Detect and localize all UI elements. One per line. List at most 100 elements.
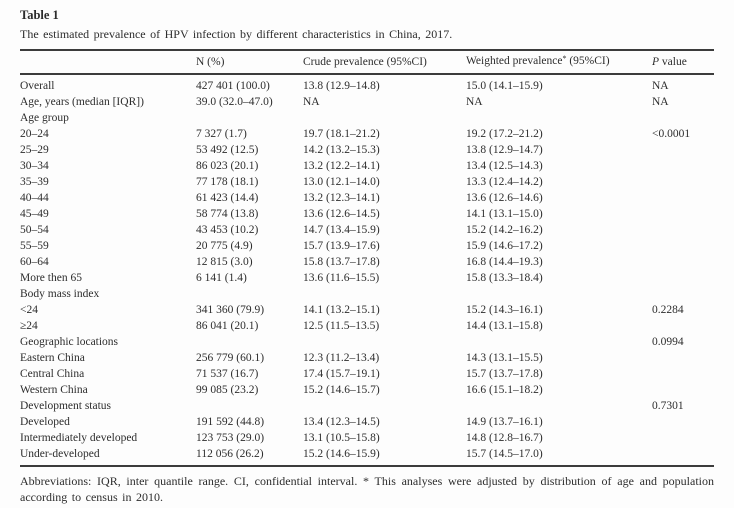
cell-n: 43 453 (10.2) [196, 224, 259, 236]
table-row: <24 341 360 (79.9) 14.1 (13.2–15.1) 15.2… [20, 302, 714, 318]
cell-n: 58 774 (13.8) [196, 208, 259, 220]
cell-p-value: 0.7301 [652, 400, 684, 412]
cell-weighted-prevalence: 13.4 (12.5–14.3) [466, 160, 543, 172]
cell-p-value: NA [652, 96, 669, 108]
cell-p-value [652, 142, 714, 158]
cell-p-value [652, 206, 714, 222]
cell-weighted-prevalence: 15.0 (14.1–15.9) [466, 80, 543, 92]
cell-p-value: 0.2284 [652, 304, 684, 316]
column-header-weighted: Weighted prevalence* (95%CI) [466, 50, 652, 75]
cell-crude-prevalence: 14.1 (13.2–15.1) [303, 304, 380, 316]
cell-n: 77 178 (18.1) [196, 176, 259, 188]
cell-crude-prevalence [303, 110, 466, 126]
table-row: 35–39 77 178 (18.1) 13.0 (12.1–14.0) 13.… [20, 174, 714, 190]
cell-n: 39.0 (32.0–47.0) [196, 96, 273, 108]
table-row: Development status 0.7301 [20, 398, 714, 414]
table-row: Eastern China 256 779 (60.1) 12.3 (11.2–… [20, 350, 714, 366]
cell-crude-prevalence: 13.2 (12.3–14.1) [303, 192, 380, 204]
cell-crude-prevalence [303, 398, 466, 414]
cell-p-value [652, 318, 714, 334]
cell-weighted-prevalence: 19.2 (17.2–21.2) [466, 128, 543, 140]
cell-p-value [652, 350, 714, 366]
cell-p-value [652, 366, 714, 382]
cell-n: 99 085 (23.2) [196, 384, 259, 396]
cell-label: Central China [20, 368, 85, 380]
table-row: Geographic locations 0.0994 [20, 334, 714, 350]
cell-weighted-prevalence: 16.8 (14.4–19.3) [466, 256, 543, 268]
cell-weighted-prevalence: 13.8 (12.9–14.7) [466, 144, 543, 156]
cell-n: 6 141 (1.4) [196, 272, 247, 284]
cell-label: More then 65 [20, 272, 82, 284]
footnote-asterisk: * [562, 53, 567, 63]
header-row: N (%) Crude prevalence (95%CI) Weighted … [20, 50, 714, 75]
cell-label: Intermediately developed [20, 432, 138, 444]
cell-p-value: 0.0994 [652, 336, 684, 348]
cell-n [196, 286, 303, 302]
cell-crude-prevalence: 15.2 (14.6–15.7) [303, 384, 380, 396]
cell-crude-prevalence: 13.0 (12.1–14.0) [303, 176, 380, 188]
cell-p-value [652, 382, 714, 398]
cell-p-value [652, 286, 714, 302]
cell-crude-prevalence: 15.8 (13.7–17.8) [303, 256, 380, 268]
table-row: Overall 427 401 (100.0) 13.8 (12.9–14.8)… [20, 74, 714, 94]
table-row: 60–64 12 815 (3.0) 15.8 (13.7–17.8) 16.8… [20, 254, 714, 270]
column-header-n: N (%) [196, 50, 303, 75]
cell-crude-prevalence: 17.4 (15.7–19.1) [303, 368, 380, 380]
cell-n: 86 023 (20.1) [196, 160, 259, 172]
cell-label: Under-developed [20, 448, 100, 460]
cell-p-value [652, 430, 714, 446]
cell-p-value [652, 446, 714, 466]
table-body: Overall 427 401 (100.0) 13.8 (12.9–14.8)… [20, 74, 714, 466]
cell-label: 35–39 [20, 176, 49, 188]
table-caption: The estimated prevalence of HPV infectio… [20, 27, 453, 41]
cell-crude-prevalence: 13.1 (10.5–15.8) [303, 432, 380, 444]
cell-crude-prevalence: 13.8 (12.9–14.8) [303, 80, 380, 92]
cell-label: ≥24 [20, 320, 38, 332]
cell-p-value: NA [652, 80, 669, 92]
cell-n [196, 110, 303, 126]
cell-n: 20 775 (4.9) [196, 240, 253, 252]
cell-p-value [652, 270, 714, 286]
table-row: 45–49 58 774 (13.8) 13.6 (12.6–14.5) 14.… [20, 206, 714, 222]
cell-crude-prevalence: 13.4 (12.3–14.5) [303, 416, 380, 428]
table-footnote: Abbreviations: IQR, inter quantile range… [20, 474, 714, 504]
cell-weighted-prevalence: NA [466, 96, 483, 108]
cell-n: 123 753 (29.0) [196, 432, 265, 444]
table-label: Table 1 [20, 8, 59, 22]
cell-crude-prevalence: 13.6 (12.6–14.5) [303, 208, 380, 220]
cell-crude-prevalence: 13.6 (11.6–15.5) [303, 272, 380, 284]
cell-weighted-prevalence: 14.4 (13.1–15.8) [466, 320, 543, 332]
table-row: Western China 99 085 (23.2) 15.2 (14.6–1… [20, 382, 714, 398]
cell-n: 256 779 (60.1) [196, 352, 265, 364]
table-row: 30–34 86 023 (20.1) 13.2 (12.2–14.1) 13.… [20, 158, 714, 174]
cell-weighted-prevalence [466, 110, 652, 126]
cell-weighted-prevalence: 15.7 (14.5–17.0) [466, 448, 543, 460]
cell-p-value [652, 254, 714, 270]
cell-label: 50–54 [20, 224, 49, 236]
cell-weighted-prevalence: 14.1 (13.1–15.0) [466, 208, 543, 220]
cell-n [196, 334, 303, 350]
cell-weighted-prevalence: 15.7 (13.7–17.8) [466, 368, 543, 380]
table-row: 50–54 43 453 (10.2) 14.7 (13.4–15.9) 15.… [20, 222, 714, 238]
cell-crude-prevalence: 14.2 (13.2–15.3) [303, 144, 380, 156]
table-row: 55–59 20 775 (4.9) 15.7 (13.9–17.6) 15.9… [20, 238, 714, 254]
cell-weighted-prevalence: 13.6 (12.6–14.6) [466, 192, 543, 204]
cell-weighted-prevalence [466, 334, 652, 350]
cell-weighted-prevalence: 15.2 (14.2–16.2) [466, 224, 543, 236]
cell-p-value [652, 190, 714, 206]
cell-n: 191 592 (44.8) [196, 416, 265, 428]
table-row: 40–44 61 423 (14.4) 13.2 (12.3–14.1) 13.… [20, 190, 714, 206]
cell-weighted-prevalence: 15.8 (13.3–18.4) [466, 272, 543, 284]
cell-n: 7 327 (1.7) [196, 128, 247, 140]
cell-n: 427 401 (100.0) [196, 80, 270, 92]
cell-n: 53 492 (12.5) [196, 144, 259, 156]
cell-label: Overall [20, 80, 55, 92]
cell-label: 45–49 [20, 208, 49, 220]
cell-weighted-prevalence: 15.9 (14.6–17.2) [466, 240, 543, 252]
cell-label: Age group [20, 112, 69, 124]
cell-label: Age, years (median [IQR]) [20, 96, 144, 108]
cell-label: 40–44 [20, 192, 49, 204]
cell-weighted-prevalence: 14.9 (13.7–16.1) [466, 416, 543, 428]
table-row: Body mass index [20, 286, 714, 302]
cell-label: Eastern China [20, 352, 85, 364]
